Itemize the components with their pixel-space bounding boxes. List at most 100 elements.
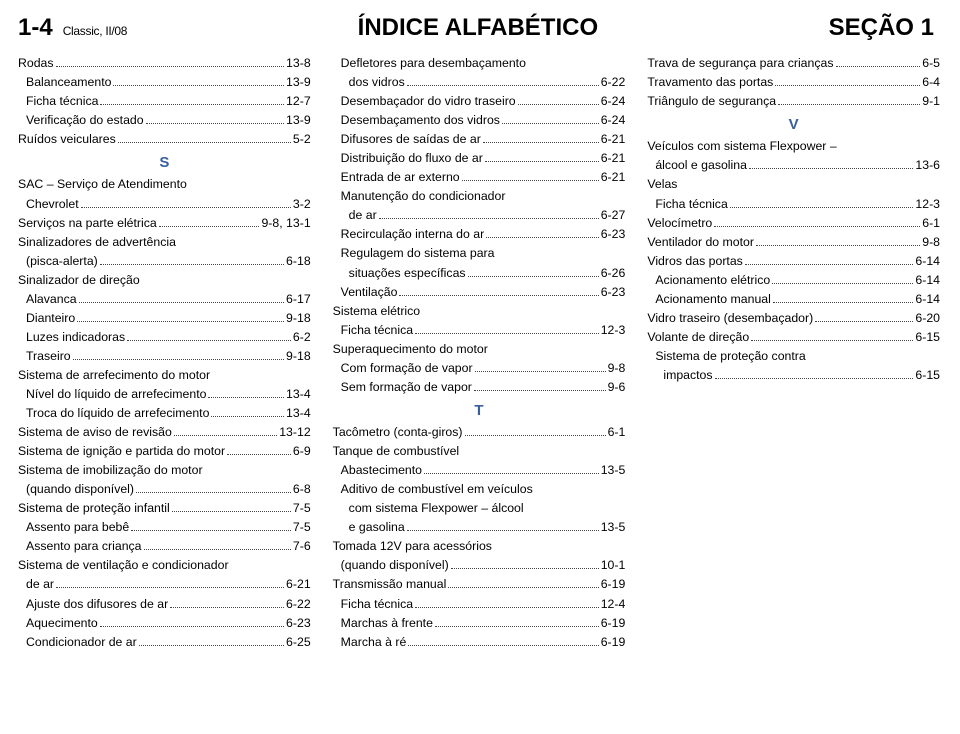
index-label: Aquecimento <box>26 614 98 633</box>
index-entry: Luzes indicadoras6-2 <box>18 328 311 347</box>
leader-dots <box>399 288 598 295</box>
leader-dots <box>174 429 277 436</box>
index-page: 6-23 <box>286 614 311 633</box>
index-label: Assento para bebê <box>26 518 129 537</box>
index-entry: Difusores de saídas de ar6-21 <box>333 130 626 149</box>
index-page: 6-19 <box>601 614 626 633</box>
section-label: SEÇÃO 1 <box>829 14 934 42</box>
index-page: 6-4 <box>922 73 940 92</box>
index-label: dos vidros <box>349 73 405 92</box>
index-label: Alavanca <box>26 290 77 309</box>
index-page: 6-24 <box>601 92 626 111</box>
index-label: Vidro traseiro (desembaçador) <box>647 309 813 328</box>
index-page: 6-15 <box>915 366 940 385</box>
index-entry: Ruídos veiculares5-2 <box>18 130 311 149</box>
index-page: 6-25 <box>286 633 311 652</box>
leader-dots <box>144 543 291 550</box>
leader-dots <box>77 314 284 321</box>
index-label: Ficha técnica <box>26 92 98 111</box>
index-label: Trava de segurança para crianças <box>647 54 833 73</box>
leader-dots <box>100 257 284 264</box>
index-label: de ar <box>26 575 54 594</box>
index-page: 6-21 <box>601 130 626 149</box>
index-label: Ficha técnica <box>341 321 413 340</box>
leader-dots <box>502 117 599 124</box>
index-page: 6-23 <box>601 283 626 302</box>
index-label: Ruídos veiculares <box>18 130 116 149</box>
index-group: Aditivo de combustível em veículos <box>333 480 626 499</box>
leader-dots <box>227 448 291 455</box>
index-page: 12-7 <box>286 92 311 111</box>
index-label: Com formação de vapor <box>341 359 473 378</box>
index-label: (pisca-alerta) <box>26 252 98 271</box>
index-group: Sistema de arrefecimento do motor <box>18 366 311 385</box>
index-page: 9-6 <box>608 378 626 397</box>
index-entry: Dianteiro9-18 <box>18 309 311 328</box>
index-label: Transmissão manual <box>333 575 447 594</box>
index-label: Nível do líquido de arrefecimento <box>26 385 206 404</box>
index-entry: Volante de direção6-15 <box>647 328 940 347</box>
index-group: Sistema de ventilação e condicionador <box>18 556 311 575</box>
leader-dots <box>773 295 914 302</box>
index-group: Superaquecimento do motor <box>333 340 626 359</box>
leader-dots <box>435 619 599 626</box>
index-page: 13-6 <box>915 156 940 175</box>
index-entry: Triângulo de segurança9-1 <box>647 92 940 111</box>
index-group: Veículos com sistema Flexpower – <box>647 137 940 156</box>
index-entry: Acionamento manual6-14 <box>647 290 940 309</box>
index-page: 6-24 <box>601 111 626 130</box>
index-label: Marchas à frente <box>341 614 433 633</box>
index-label: Ajuste dos difusores de ar <box>26 595 168 614</box>
index-entry: (pisca-alerta)6-18 <box>18 252 311 271</box>
index-page: 3-2 <box>293 195 311 214</box>
index-entry: Vidro traseiro (desembaçador)6-20 <box>647 309 940 328</box>
index-page: 13-9 <box>286 111 311 130</box>
index-label: Sistema de proteção infantil <box>18 499 170 518</box>
index-page: 9-8 <box>608 359 626 378</box>
index-entry: Assento para bebê7-5 <box>18 518 311 537</box>
index-label: (quando disponível) <box>341 556 449 575</box>
leader-dots <box>775 79 920 86</box>
index-label: de ar <box>349 206 377 225</box>
index-page: 6-23 <box>601 225 626 244</box>
index-entry: Sistema de proteção infantil7-5 <box>18 499 311 518</box>
index-page: 6-14 <box>915 290 940 309</box>
index-page: 9-18 <box>286 309 311 328</box>
leader-dots <box>465 429 606 436</box>
index-label: Rodas <box>18 54 54 73</box>
leader-dots <box>100 98 284 105</box>
index-page: 12-3 <box>915 195 940 214</box>
index-entry: Desembaçamento dos vidros6-24 <box>333 111 626 130</box>
index-label: Assento para criança <box>26 537 142 556</box>
leader-dots <box>172 505 291 512</box>
leader-dots <box>715 372 914 379</box>
index-group: Sistema de imobilização do motor <box>18 461 311 480</box>
index-entry: Ajuste dos difusores de ar6-22 <box>18 595 311 614</box>
index-label: álcool e gasolina <box>655 156 747 175</box>
page-number: 1-4 <box>18 14 53 42</box>
index-entry: impactos6-15 <box>647 366 940 385</box>
index-label: e gasolina <box>349 518 405 537</box>
index-label: Sistema de aviso de revisão <box>18 423 172 442</box>
index-label: Verificação do estado <box>26 111 144 130</box>
leader-dots <box>139 638 284 645</box>
page-header: 1-4 Classic, II/08 ÍNDICE ALFABÉTICO SEÇ… <box>0 0 960 52</box>
leader-dots <box>79 295 284 302</box>
index-group: Tomada 12V para acessórios <box>333 537 626 556</box>
leader-dots <box>208 391 284 398</box>
index-page: 6-27 <box>601 206 626 225</box>
index-entry: Ficha técnica12-3 <box>333 321 626 340</box>
leader-dots <box>424 467 599 474</box>
index-label: Condicionador de ar <box>26 633 137 652</box>
index-label: Travamento das portas <box>647 73 773 92</box>
index-group: SAC – Serviço de Atendimento <box>18 175 311 194</box>
index-entry: dos vidros6-22 <box>333 73 626 92</box>
index-entry: Trava de segurança para crianças6-5 <box>647 54 940 73</box>
index-label: Traseiro <box>26 347 71 366</box>
index-entry: Serviços na parte elétrica9-8, 13-1 <box>18 214 311 233</box>
leader-dots <box>462 174 599 181</box>
index-page: 6-1 <box>608 423 626 442</box>
index-entry: Distribuição do fluxo de ar6-21 <box>333 149 626 168</box>
index-label: Tacômetro (conta-giros) <box>333 423 463 442</box>
leader-dots <box>475 364 606 371</box>
